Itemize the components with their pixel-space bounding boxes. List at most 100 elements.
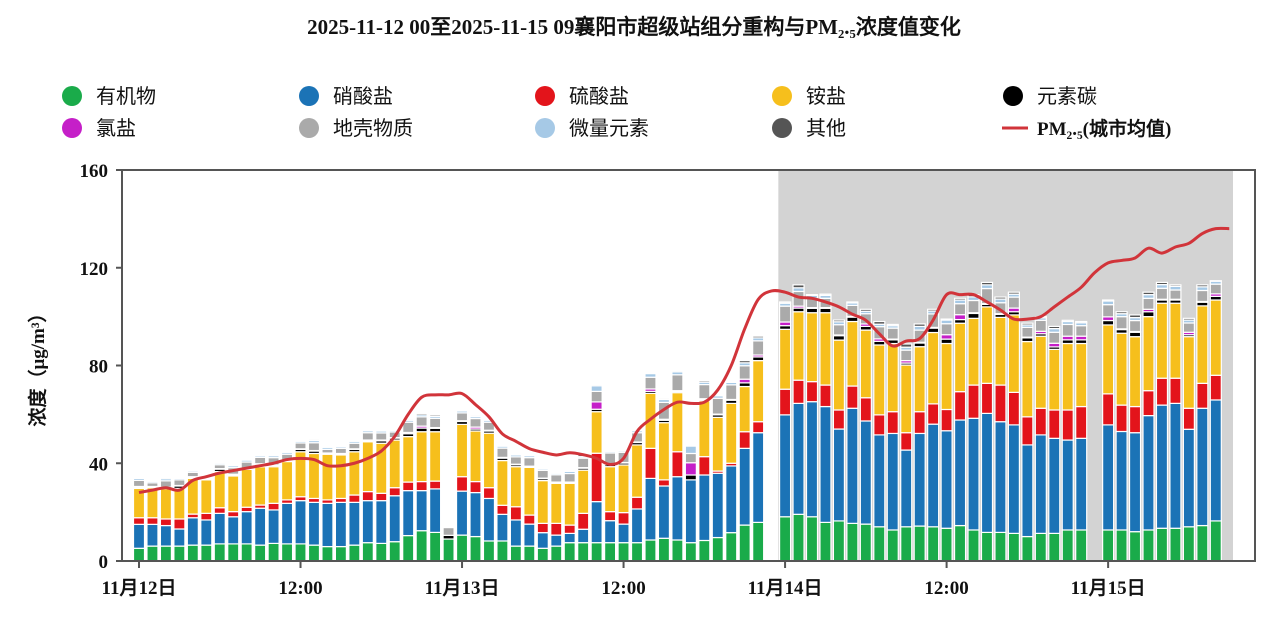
bar-segment: [469, 414, 482, 418]
bar-segment: [1142, 311, 1155, 318]
bar-segment: [967, 417, 980, 531]
bar-segment: [1021, 535, 1034, 562]
bar-segment: [900, 349, 913, 362]
bar-segment: [900, 343, 913, 348]
legend-label: 铵盐: [806, 84, 846, 108]
bar-segment: [1182, 317, 1195, 321]
bar-segment: [536, 467, 549, 470]
bar-segment: [630, 508, 644, 544]
bar-segment: [132, 517, 146, 525]
bar-segment: [1048, 348, 1061, 411]
bar-segment: [240, 458, 253, 461]
bar-segment: [778, 516, 792, 562]
bar-segment: [980, 531, 994, 562]
bar-segment: [644, 477, 657, 541]
legend-label: 其他: [806, 116, 846, 140]
bar-segment: [1061, 342, 1074, 411]
bar-segment: [994, 316, 1007, 386]
bar-segment: [913, 411, 926, 435]
bar-stack: [859, 308, 872, 562]
bar-segment: [415, 530, 428, 562]
bar-segment: [1034, 319, 1047, 332]
bar-segment: [590, 501, 603, 544]
bar-segment: [859, 308, 872, 312]
bar-segment: [307, 438, 321, 442]
bar-segment: [1048, 532, 1061, 562]
bar-segment: [1102, 424, 1115, 531]
bar-stack: [980, 281, 994, 562]
bar-segment: [469, 535, 482, 562]
bar-segment: [280, 502, 294, 545]
bar-segment: [792, 379, 805, 404]
bar-segment: [1048, 331, 1061, 344]
bar-segment: [1209, 299, 1222, 376]
bar-segment: [1102, 304, 1115, 318]
bar-segment: [1155, 377, 1169, 406]
bar-stack: [711, 394, 724, 562]
bar-segment: [617, 464, 630, 514]
bar-segment: [886, 323, 899, 327]
bar-segment: [684, 452, 697, 464]
bar-segment: [307, 544, 321, 562]
bar-segment: [819, 307, 832, 314]
bar-segment: [254, 456, 267, 465]
bar-stack: [429, 414, 442, 562]
bar-segment: [509, 545, 522, 562]
bar-segment: [738, 431, 751, 449]
bar-stack: [213, 461, 226, 562]
bar-stack: [644, 372, 657, 562]
bar-segment: [859, 420, 872, 525]
bar-segment: [671, 476, 684, 541]
bar-segment: [994, 531, 1007, 562]
bar-segment: [698, 539, 711, 562]
legend-marker: [535, 118, 555, 138]
bar-segment: [671, 370, 684, 373]
bar-segment: [644, 372, 657, 375]
bar-segment: [186, 469, 199, 472]
bar-stack: [280, 451, 294, 562]
bar-segment: [132, 547, 146, 562]
bar-segment: [644, 447, 657, 480]
bar-stack: [509, 453, 522, 562]
bar-segment: [1115, 404, 1128, 433]
bar-segment: [738, 360, 751, 364]
y-axis-label: 浓度（μg/m³）: [26, 303, 49, 426]
bar-segment: [509, 453, 522, 456]
bar-stack: [1142, 291, 1155, 562]
y-tick-label: 160: [80, 161, 109, 182]
bar-segment: [361, 500, 374, 544]
bar-segment: [1182, 428, 1195, 528]
bar-segment: [536, 522, 549, 534]
legend-label: PM₂.₅(城市均值): [1037, 117, 1171, 140]
bar-segment: [523, 454, 536, 457]
bar-segment: [455, 409, 469, 412]
bar-segment: [146, 517, 159, 525]
legend-marker: [62, 86, 82, 106]
bar-stack: [1075, 320, 1088, 562]
bar-segment: [886, 342, 899, 413]
bar-segment: [994, 384, 1007, 423]
bar-segment: [1061, 529, 1074, 562]
bar-segment: [213, 543, 226, 562]
bar-segment: [227, 511, 240, 518]
bar-segment: [334, 545, 347, 562]
bar-segment: [1142, 414, 1155, 531]
bar-segment: [1142, 291, 1155, 296]
bar-segment: [361, 429, 374, 432]
bar-stack: [1007, 291, 1021, 562]
bar-segment: [536, 547, 549, 562]
bar-segment: [132, 476, 146, 480]
bar-segment: [509, 519, 522, 547]
bar-segment: [1169, 402, 1182, 529]
bar-segment: [469, 491, 482, 538]
bar-segment: [146, 523, 159, 547]
bar-segment: [725, 402, 738, 464]
bar-stack: [523, 454, 536, 562]
bar-segment: [886, 432, 899, 531]
bar-segment: [186, 544, 199, 562]
bar-segment: [792, 311, 805, 381]
bar-segment: [1155, 404, 1169, 529]
bar-segment: [1142, 390, 1155, 417]
bar-segment: [429, 414, 442, 417]
